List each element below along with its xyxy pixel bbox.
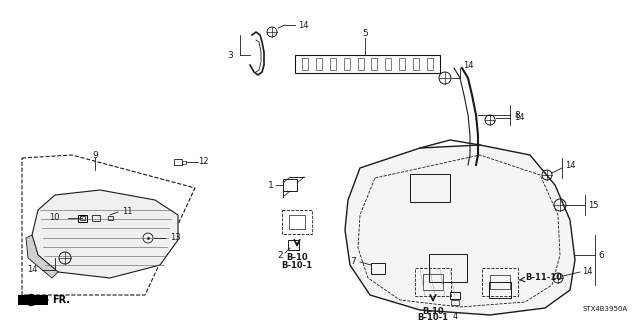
Text: 9: 9 [92, 150, 98, 159]
Text: 7: 7 [350, 258, 356, 267]
Bar [489, 282, 511, 298]
Text: 15: 15 [588, 201, 598, 210]
Text: STX4B3950A: STX4B3950A [583, 306, 628, 312]
Bar [423, 274, 443, 290]
Text: 1: 1 [268, 180, 274, 189]
Polygon shape [345, 145, 575, 315]
Bar [385, 58, 391, 70]
Text: 10: 10 [49, 213, 60, 222]
Bar [427, 58, 433, 70]
Text: 14: 14 [565, 161, 575, 170]
Text: 12: 12 [198, 157, 209, 166]
Text: 13: 13 [170, 234, 180, 243]
Bar [451, 300, 459, 305]
Polygon shape [32, 190, 178, 278]
Bar [490, 275, 510, 289]
Bar [302, 58, 308, 70]
Bar [108, 216, 113, 220]
Bar [371, 58, 378, 70]
Bar [174, 159, 182, 165]
Bar [371, 262, 385, 274]
Bar [399, 58, 405, 70]
Bar [429, 254, 467, 282]
Bar [182, 161, 186, 164]
Bar [77, 214, 86, 221]
Bar [344, 58, 349, 70]
Bar [282, 210, 312, 234]
Bar [330, 58, 336, 70]
Text: 5: 5 [362, 29, 368, 38]
Text: 14: 14 [582, 268, 593, 276]
Text: 4: 4 [452, 312, 458, 320]
Bar [283, 179, 297, 191]
Bar [295, 55, 440, 73]
Text: 14: 14 [28, 266, 38, 275]
Text: B-11-10: B-11-10 [520, 274, 562, 283]
Text: 14: 14 [298, 20, 308, 29]
Text: 14: 14 [514, 114, 525, 123]
Bar [410, 174, 450, 202]
Text: 8: 8 [514, 110, 520, 119]
Bar [289, 215, 305, 229]
Text: 14: 14 [463, 60, 474, 69]
Text: 11: 11 [122, 207, 132, 217]
Bar [482, 268, 518, 296]
Bar [413, 58, 419, 70]
Text: 2: 2 [277, 251, 283, 260]
Bar [450, 292, 460, 299]
Bar [415, 268, 451, 296]
Text: B-10: B-10 [422, 307, 444, 316]
Text: B-10: B-10 [286, 253, 308, 262]
Text: 3: 3 [227, 51, 233, 60]
Bar [287, 240, 298, 250]
Bar [79, 216, 84, 220]
Bar [92, 215, 100, 221]
Polygon shape [18, 295, 48, 305]
Text: FR.: FR. [52, 295, 70, 305]
Text: B-10-1: B-10-1 [282, 261, 312, 270]
Polygon shape [26, 235, 58, 278]
Text: 6: 6 [598, 251, 604, 260]
Bar [358, 58, 364, 70]
Text: B-10-1: B-10-1 [417, 314, 449, 320]
Bar [316, 58, 322, 70]
